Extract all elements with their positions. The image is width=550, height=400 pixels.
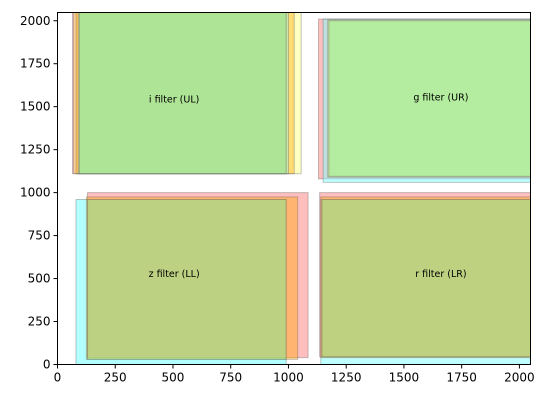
y-tick-label: 1000 [20,186,51,200]
x-tick-label: 1000 [273,371,304,385]
region-label: r filter (LR) [415,269,466,280]
region-label: z filter (LL) [149,269,200,280]
x-tick-label: 2000 [504,371,535,385]
y-tick-label: 0 [43,358,51,372]
region-labels-layer: i filter (UL) g filter (UR) z filter (LL) r… [149,93,469,280]
y-tick-label: 750 [28,229,51,243]
y-tick-label: 500 [28,272,51,286]
region-0 [72,12,302,175]
plot-frame [57,12,531,365]
region-1 [317,18,531,183]
x-tick-label: 1750 [446,371,477,385]
x-axis: 0 250 500 750 1000 1250 1500 1750 2000 [54,364,535,385]
y-tick-label: 1250 [20,143,51,157]
footprint-rect [87,199,287,360]
footprint-rect [321,199,531,358]
region-label: i filter (UL) [149,94,199,105]
rectangles-layer [72,12,531,365]
x-tick-label: 750 [219,371,242,385]
y-axis: 0 250 500 750 1000 1250 1500 1750 2000 [20,14,58,372]
y-tick-label: 1750 [20,57,51,71]
x-tick-label: 500 [162,371,185,385]
x-tick-label: 250 [104,371,127,385]
footprint-rect [328,20,531,177]
y-tick-label: 250 [28,315,51,329]
y-tick-label: 1500 [20,100,51,114]
x-tick-label: 0 [54,371,62,385]
region-3 [319,192,531,365]
x-tick-label: 1500 [389,371,420,385]
footprint-rect [78,12,287,175]
y-tick-label: 2000 [20,14,51,28]
x-tick-label: 1250 [331,371,362,385]
region-2 [75,192,309,365]
region-label: g filter (UR) [413,93,468,104]
